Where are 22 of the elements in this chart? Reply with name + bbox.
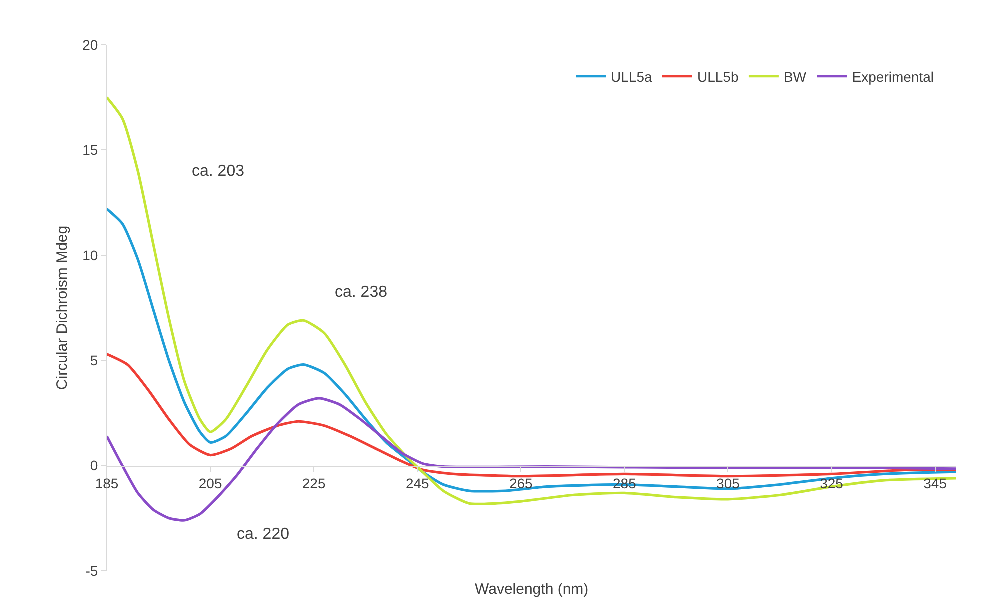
x-tick-label: 265 [509, 476, 534, 492]
x-tick-label: 205 [198, 476, 222, 492]
x-tick-label: 225 [302, 476, 326, 492]
annotation: ca. 220 [237, 526, 290, 543]
x-tick-label: 245 [406, 476, 430, 492]
x-tick-label: 345 [924, 476, 948, 492]
y-tick-label: 15 [82, 142, 98, 158]
y-axis-title: Circular Dichroism Mdeg [54, 226, 71, 390]
y-tick-label: 5 [90, 352, 98, 368]
y-tick-label: 10 [82, 247, 98, 264]
y-tick-label: -5 [86, 562, 98, 579]
y-tick-label: 20 [82, 36, 98, 53]
legend-label: ULL5a [611, 68, 652, 85]
legend-label: ULL5b [697, 68, 739, 85]
annotation: ca. 203 [192, 163, 245, 180]
x-axis-title: Wavelength (nm) [475, 581, 589, 598]
x-tick-label: 305 [716, 476, 740, 492]
legend-label: Experimental [852, 68, 934, 85]
x-tick-label: 185 [95, 476, 119, 492]
y-tick-label: 0 [90, 458, 98, 474]
legend-label: BW [784, 68, 808, 85]
annotation: ca. 238 [335, 284, 388, 301]
